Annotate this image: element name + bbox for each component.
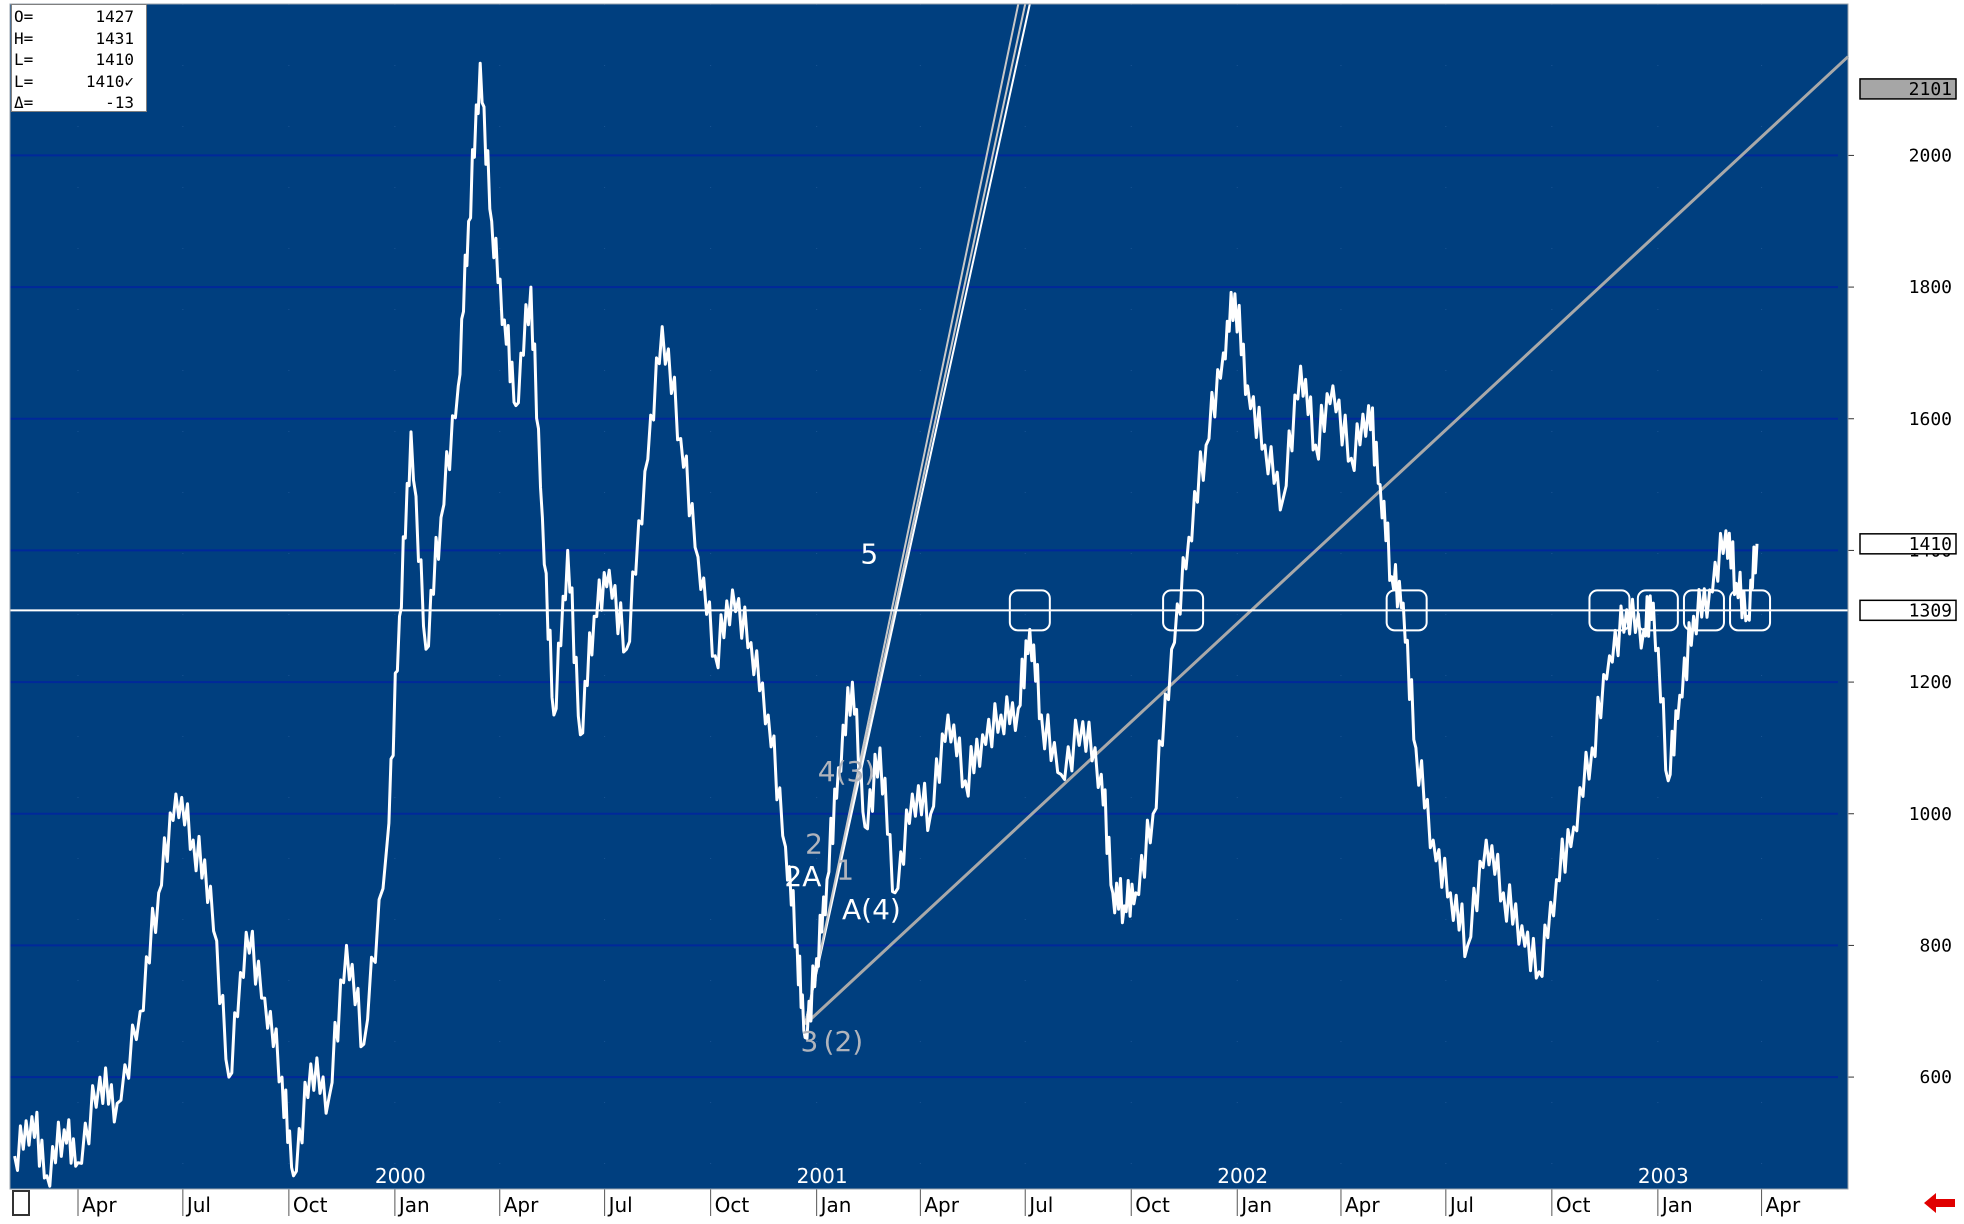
ohlc-label: O=: [14, 7, 34, 26]
x-month-label: Apr: [924, 1193, 959, 1217]
level-marker-box: [1008, 589, 1051, 632]
level-price-box: [1859, 533, 1957, 555]
ohlc-row: Δ= -13: [14, 92, 144, 114]
trendline: [804, 55, 1850, 1026]
ohlc-value: 1410: [95, 50, 134, 69]
trendline: [804, 3, 1031, 1025]
wave-label: 5: [860, 538, 878, 571]
y-tick-label: 1000: [1909, 804, 1952, 825]
level-price-label: 1309: [1909, 600, 1952, 621]
x-month-label: Jul: [185, 1193, 211, 1217]
x-month-label: Oct: [293, 1193, 328, 1217]
x-month-label: Apr: [504, 1193, 539, 1217]
level-price-box: [1859, 599, 1957, 622]
level-marker-box: [1588, 589, 1631, 632]
x-month-label: Apr: [1345, 1193, 1380, 1217]
y-tick-label: 800: [1919, 935, 1952, 956]
ohlc-row: O= 1427: [14, 6, 144, 28]
ohlc-value: 1410✓: [85, 71, 134, 91]
y-tick-label: 1200: [1909, 672, 1952, 693]
ohlc-row: H= 1431: [14, 28, 144, 50]
wave-label: A(4): [842, 893, 901, 926]
ohlc-value: -13: [105, 93, 134, 112]
level-marker-box: [1682, 589, 1725, 632]
y-tick-label: 1800: [1909, 277, 1952, 298]
level-price-box: [1859, 78, 1957, 100]
ohlc-value: 1427: [95, 7, 134, 26]
ohlc-label: Δ=: [14, 93, 34, 112]
wave-label: (2): [824, 1025, 864, 1058]
wave-label: 2: [805, 827, 823, 860]
ohlc-row: L= 1410✓: [14, 71, 144, 93]
x-month-label: Jan: [819, 1193, 852, 1217]
x-year-label: 2003: [1638, 1164, 1689, 1188]
x-month-label: Apr: [1766, 1193, 1801, 1217]
x-month-label: Oct: [715, 1193, 750, 1217]
x-month-label: Jan: [397, 1193, 430, 1217]
x-month-label: Jul: [607, 1193, 633, 1217]
level-marker-box: [1729, 589, 1772, 632]
x-year-label: 2000: [375, 1164, 426, 1188]
wave-label: 2A: [784, 860, 821, 893]
ohlc-label: L=: [14, 50, 34, 69]
x-month-label: Jul: [1448, 1193, 1474, 1217]
x-month-label: Jan: [1239, 1193, 1272, 1217]
wave-label: 4(3): [818, 755, 875, 788]
y-tick-label: 600: [1919, 1067, 1952, 1088]
level-marker-box: [1162, 589, 1205, 632]
ohlc-label: H=: [14, 28, 34, 48]
wave-label: 1: [836, 854, 854, 887]
ohlc-readout-panel: O= 1427 H= 1431 L= 1410 L= 1410✓ Δ= -13: [11, 4, 147, 112]
x-month-label: Jul: [1027, 1193, 1053, 1217]
x-year-label: 2002: [1217, 1164, 1268, 1188]
x-month-label: Jan: [1660, 1193, 1693, 1217]
ohlc-row: L= 1410: [14, 49, 144, 71]
level-price-label: 2101: [1909, 79, 1952, 100]
chart-checkbox[interactable]: [12, 1190, 30, 1216]
wave-label: 3: [801, 1025, 819, 1058]
ohlc-value: 1431: [95, 28, 134, 48]
level-marker-box: [1385, 589, 1428, 632]
trendline: [804, 3, 1020, 1025]
price-series-line: [13, 61, 1759, 1188]
plot-area: [10, 4, 1848, 1189]
level-price-label: 1410: [1909, 534, 1952, 555]
x-month-label: Apr: [82, 1193, 117, 1217]
y-tick-label: 2000: [1909, 145, 1952, 166]
level-marker-box: [1636, 589, 1679, 632]
x-year-label: 2001: [797, 1164, 848, 1188]
x-month-label: Oct: [1556, 1193, 1591, 1217]
y-tick-label: 1600: [1909, 409, 1952, 430]
x-month-label: Oct: [1135, 1193, 1170, 1217]
left-arrow-icon[interactable]: [1922, 1190, 1958, 1216]
ohlc-label: L=: [14, 71, 34, 91]
